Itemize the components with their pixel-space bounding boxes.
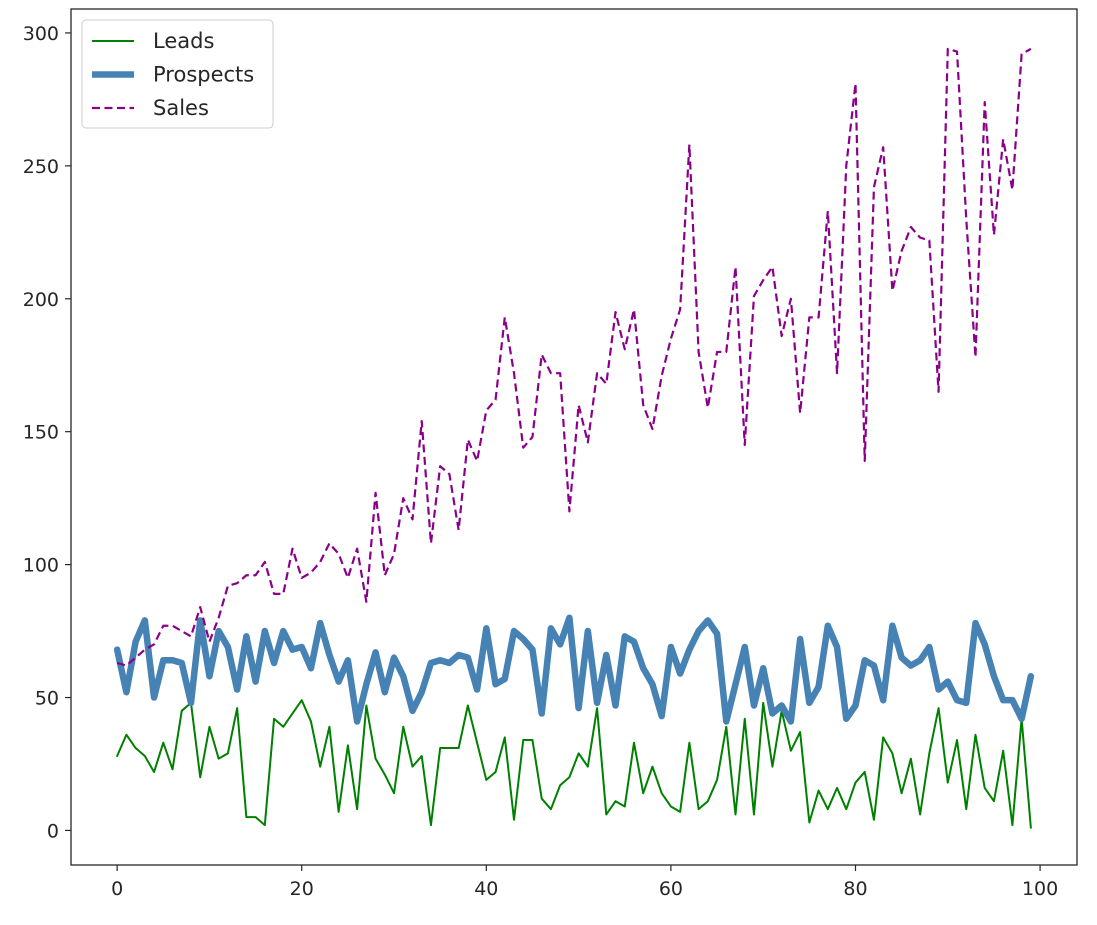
series-line-sales xyxy=(116,47,1032,667)
x-tick-label: 20 xyxy=(290,878,314,900)
series-leads xyxy=(116,699,1032,829)
axes-layer: 0 20 40 60 80 100 0 50 100 150 200 250 300 xyxy=(23,8,1078,900)
y-tick-label: 100 xyxy=(23,555,59,577)
y-tick-label: 200 xyxy=(23,289,59,311)
y-tick-label: 300 xyxy=(23,23,59,45)
legend: Leads Prospects Sales xyxy=(81,19,274,129)
x-tick-label: 60 xyxy=(659,878,683,900)
legend-label-sales: Sales xyxy=(153,96,209,120)
series-line-leads xyxy=(116,699,1032,829)
plot-frame xyxy=(70,8,1078,866)
y-tick-label: 150 xyxy=(23,422,59,444)
x-tick-label: 0 xyxy=(111,878,123,900)
legend-item-leads: Leads xyxy=(92,29,214,53)
y-tick-label: 0 xyxy=(47,820,59,842)
legend-item-sales: Sales xyxy=(92,96,209,120)
y-tick-label: 250 xyxy=(23,156,59,178)
series-layer xyxy=(113,47,1035,829)
x-tick-label: 80 xyxy=(843,878,867,900)
series-line-prospects xyxy=(113,614,1035,725)
y-tick-label: 50 xyxy=(35,688,59,710)
series-prospects xyxy=(113,614,1035,725)
legend-item-prospects: Prospects xyxy=(92,63,254,87)
x-tick-label: 100 xyxy=(1022,878,1058,900)
legend-label-prospects: Prospects xyxy=(153,63,254,87)
series-sales xyxy=(116,47,1032,667)
legend-label-leads: Leads xyxy=(153,29,214,53)
legend-box xyxy=(81,19,274,129)
x-tick-label: 40 xyxy=(474,878,498,900)
